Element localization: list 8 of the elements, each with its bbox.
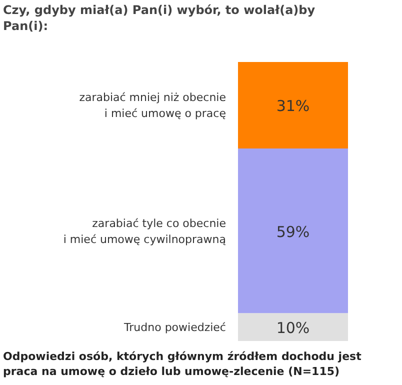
data-label: 59% xyxy=(276,222,310,241)
series-label: zarabiać mniej niż obecnie i mieć umowę o pracę xyxy=(79,91,226,120)
series-label: zarabiać tyle co obecnie i mieć umowę cywilnoprawną xyxy=(63,216,226,246)
data-label: 10% xyxy=(276,319,310,338)
data-label: 31% xyxy=(276,97,310,116)
chart-title: Czy, gdyby miał(a) Pan(i) wybór, to wolał(a)by Pan(i): xyxy=(3,3,316,33)
text: Odpowiedzi osób, których głównym źródłem dochodu jest praca na umowę o dzieło lub umowę-zlecenie (N=115) xyxy=(3,350,362,378)
series-label: Trudno powiedzieć xyxy=(123,321,226,334)
